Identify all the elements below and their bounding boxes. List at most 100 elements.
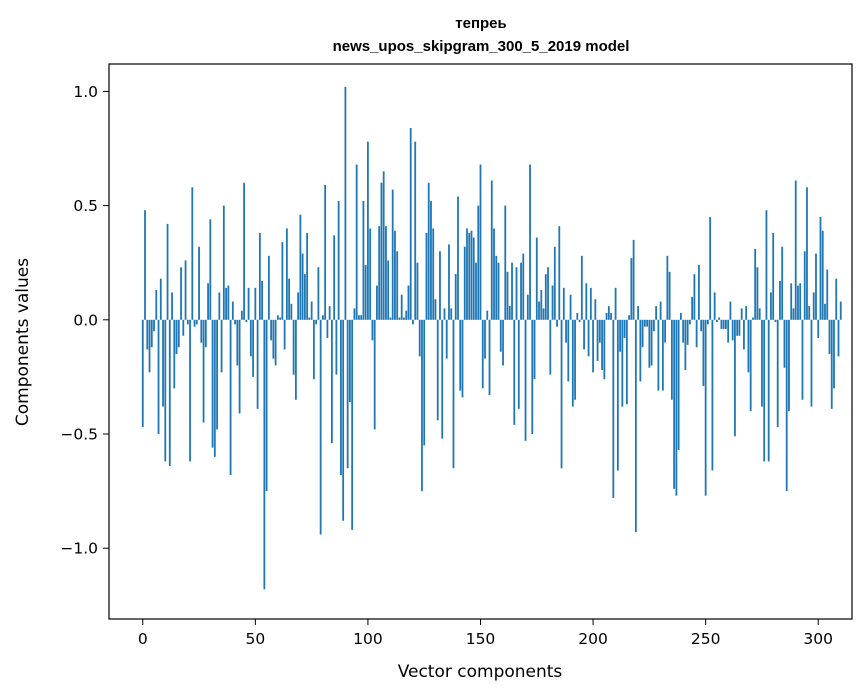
bar-132 bbox=[439, 251, 441, 320]
bar-131 bbox=[436, 319, 439, 421]
bar-261 bbox=[729, 301, 732, 320]
bar-164 bbox=[511, 262, 513, 320]
bar-230 bbox=[659, 301, 662, 320]
bar-148 bbox=[475, 262, 477, 320]
bar-155 bbox=[490, 180, 493, 320]
bar-219 bbox=[634, 319, 637, 533]
bar-258 bbox=[722, 319, 725, 329]
x-tick-label: 300 bbox=[803, 630, 833, 648]
bar-170 bbox=[524, 319, 527, 441]
bar-252 bbox=[709, 217, 712, 320]
bar-290 bbox=[794, 180, 797, 320]
bar-296 bbox=[808, 306, 811, 320]
bar-116 bbox=[403, 317, 405, 320]
bar-212 bbox=[619, 319, 621, 352]
bar-205 bbox=[603, 319, 606, 380]
bar-42 bbox=[236, 319, 239, 366]
bar-228 bbox=[655, 306, 658, 320]
bar-26 bbox=[200, 319, 203, 343]
bar-256 bbox=[718, 317, 721, 320]
bar-100 bbox=[367, 141, 369, 320]
bar-95 bbox=[355, 164, 358, 320]
bar-250 bbox=[704, 319, 707, 496]
bar-10 bbox=[164, 319, 167, 462]
bar-90 bbox=[344, 86, 347, 320]
y-tick-label: 0.5 bbox=[73, 197, 98, 215]
bar-25 bbox=[198, 246, 200, 320]
bar-193 bbox=[576, 312, 579, 320]
bar-310 bbox=[839, 301, 842, 320]
bar-185 bbox=[558, 226, 561, 320]
bar-118 bbox=[407, 285, 410, 320]
bar-58 bbox=[272, 319, 275, 359]
y-tick-label: −0.5 bbox=[60, 426, 98, 444]
bar-13 bbox=[171, 292, 173, 320]
bar-153 bbox=[486, 310, 489, 320]
bar-167 bbox=[517, 319, 520, 409]
bar-29 bbox=[207, 283, 209, 320]
bar-107 bbox=[382, 171, 385, 320]
x-tick-label: 250 bbox=[691, 630, 721, 648]
chart-title-line1: тепрeь bbox=[455, 15, 506, 32]
bar-134 bbox=[443, 308, 446, 320]
bar-266 bbox=[740, 308, 743, 320]
bar-127 bbox=[427, 182, 430, 320]
bar-140 bbox=[457, 196, 459, 320]
bar-101 bbox=[369, 228, 372, 320]
bar-53 bbox=[261, 280, 263, 320]
bar-246 bbox=[695, 319, 698, 348]
bar-247 bbox=[698, 264, 700, 320]
bar-268 bbox=[745, 306, 748, 320]
bar-125 bbox=[423, 319, 426, 446]
bar-55 bbox=[265, 319, 268, 492]
bar-204 bbox=[601, 319, 603, 371]
bar-157 bbox=[495, 255, 498, 320]
bar-305 bbox=[828, 319, 831, 355]
bar-143 bbox=[463, 246, 466, 320]
bar-188 bbox=[565, 319, 567, 343]
bar-262 bbox=[731, 319, 734, 341]
x-tick-label: 150 bbox=[466, 630, 496, 648]
bar-49 bbox=[252, 319, 254, 377]
bar-286 bbox=[785, 319, 788, 492]
bar-203 bbox=[598, 319, 601, 343]
bar-11 bbox=[166, 223, 169, 320]
bar-241 bbox=[684, 319, 687, 371]
bar-274 bbox=[758, 308, 761, 320]
chart-title-line2: news_upos_skipgram_300_5_2019 model bbox=[333, 38, 630, 55]
bar-253 bbox=[711, 319, 714, 471]
bar-186 bbox=[560, 319, 563, 469]
bar-196 bbox=[583, 319, 585, 350]
bar-54 bbox=[263, 319, 266, 590]
bar-190 bbox=[569, 294, 572, 320]
bar-0 bbox=[141, 319, 144, 428]
bar-273 bbox=[756, 267, 759, 320]
bar-308 bbox=[835, 278, 838, 320]
bar-115 bbox=[400, 294, 403, 320]
bar-187 bbox=[562, 287, 565, 320]
bar-9 bbox=[162, 319, 164, 407]
bar-31 bbox=[211, 319, 214, 448]
bar-162 bbox=[506, 271, 509, 320]
bar-102 bbox=[371, 319, 374, 341]
bar-243 bbox=[688, 319, 691, 325]
bar-309 bbox=[837, 319, 840, 357]
bar-44 bbox=[240, 310, 243, 320]
bar-124 bbox=[421, 319, 423, 492]
bar-183 bbox=[553, 246, 556, 320]
bar-180 bbox=[547, 267, 549, 320]
bar-169 bbox=[522, 253, 525, 320]
bar-97 bbox=[360, 315, 363, 320]
bar-237 bbox=[675, 319, 678, 496]
bar-235 bbox=[670, 319, 673, 400]
bar-91 bbox=[346, 319, 349, 469]
bar-306 bbox=[830, 319, 833, 409]
bar-79 bbox=[319, 319, 322, 535]
bar-151 bbox=[481, 319, 484, 389]
bar-69 bbox=[297, 292, 300, 320]
bar-65 bbox=[288, 278, 291, 320]
bar-249 bbox=[702, 319, 705, 387]
x-tick-label: 100 bbox=[353, 630, 383, 648]
bar-109 bbox=[387, 260, 390, 320]
bar-179 bbox=[544, 274, 547, 320]
